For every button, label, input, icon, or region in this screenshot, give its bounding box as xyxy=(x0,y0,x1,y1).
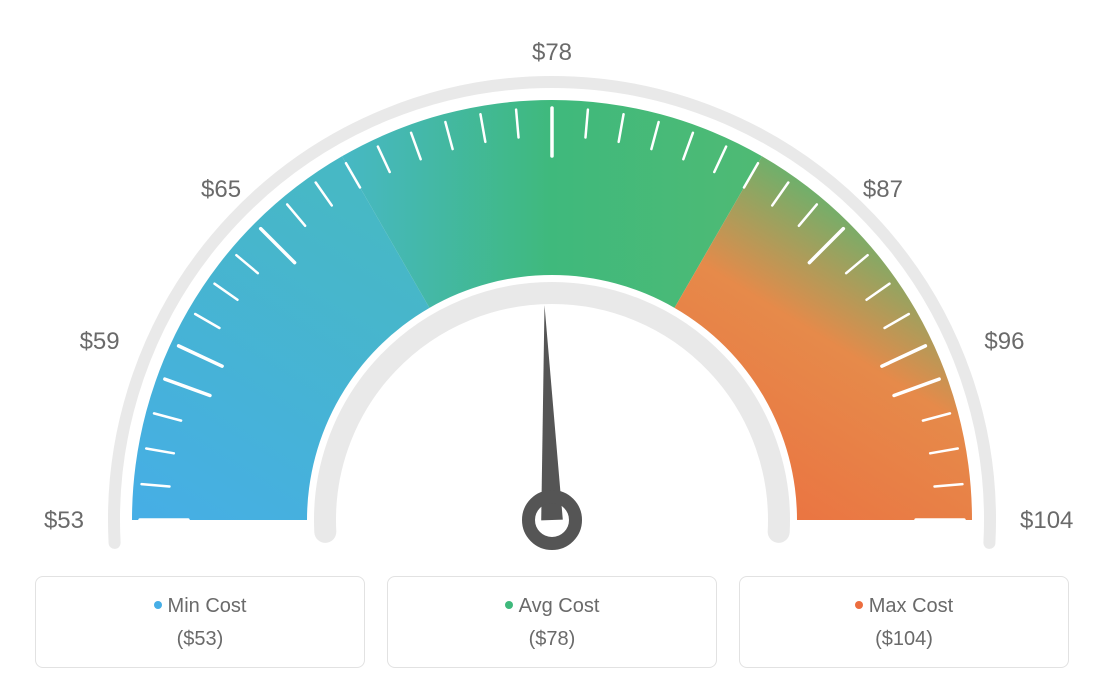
cost-gauge: $53 $59 $65 $78 $87 $96 $104 xyxy=(22,20,1082,580)
legend-title-max: Max Cost xyxy=(750,595,1058,618)
svg-text:$96: $96 xyxy=(984,328,1024,355)
legend-label-min: Min Cost xyxy=(168,595,247,617)
legend-value-avg: ($78) xyxy=(398,628,706,651)
svg-text:$87: $87 xyxy=(863,176,903,203)
svg-text:$53: $53 xyxy=(44,507,84,534)
legend-value-min: ($53) xyxy=(46,628,354,651)
bullet-icon-avg xyxy=(505,601,513,609)
legend-label-avg: Avg Cost xyxy=(519,595,600,617)
svg-text:$65: $65 xyxy=(201,176,241,203)
bullet-icon-max xyxy=(855,601,863,609)
gauge-svg: $53 $59 $65 $78 $87 $96 $104 xyxy=(22,20,1082,580)
legend-card-max: Max Cost ($104) xyxy=(739,576,1069,668)
legend-title-min: Min Cost xyxy=(46,595,354,618)
svg-text:$78: $78 xyxy=(532,39,572,66)
legend-title-avg: Avg Cost xyxy=(398,595,706,618)
svg-text:$104: $104 xyxy=(1020,507,1073,534)
gauge-needle xyxy=(529,305,576,543)
legend-card-min: Min Cost ($53) xyxy=(35,576,365,668)
bullet-icon-min xyxy=(154,601,162,609)
svg-text:$59: $59 xyxy=(80,328,120,355)
legend-row: Min Cost ($53) Avg Cost ($78) Max Cost (… xyxy=(35,576,1069,668)
legend-card-avg: Avg Cost ($78) xyxy=(387,576,717,668)
legend-value-max: ($104) xyxy=(750,628,1058,651)
legend-label-max: Max Cost xyxy=(869,595,953,617)
